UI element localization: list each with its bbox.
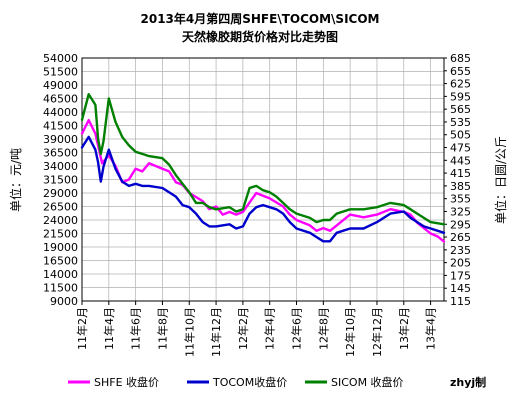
x-tick-label: 11年12月: [209, 307, 223, 357]
x-tick-label: 13年2月: [397, 307, 411, 350]
y-left-tick-label: 36500: [43, 147, 78, 160]
y-right-tick-label: 205: [450, 257, 471, 270]
chart-title-line1: 2013年4月第四周SHFE\TOCOM\SICOM: [141, 11, 380, 26]
y-left-tick-label: 49000: [43, 79, 78, 92]
y-left-tick-label: 26500: [43, 201, 78, 214]
x-tick-label: 11年8月: [155, 307, 169, 350]
x-tick-label: 11年10月: [182, 307, 196, 357]
legend: SHFE 收盘价 TOCOM收盘价 SICOM 收盘价 zhyj制: [68, 375, 486, 389]
y-left-tick-label: 21500: [43, 228, 78, 241]
y-right-tick-label: 535: [450, 116, 471, 129]
y-right-tick-label: 325: [450, 205, 471, 218]
y-left-tick-label: 11500: [43, 282, 78, 295]
y-right-tick-label: 385: [450, 180, 471, 193]
legend-label-sicom: SICOM 收盘价: [331, 375, 404, 389]
x-tick-label: 11年6月: [129, 307, 143, 350]
y-right-tick-label: 265: [450, 231, 471, 244]
x-tick-label: 12年4月: [263, 307, 277, 350]
x-tick-label: 12年12月: [370, 307, 384, 357]
y-left-tick-label: 29000: [43, 187, 78, 200]
x-tick-label: 11年4月: [102, 307, 116, 350]
x-tick-label: 13年4月: [424, 307, 438, 350]
y-right-tick-label: 505: [450, 129, 471, 142]
y-left-tick-label: 46500: [43, 93, 78, 106]
y-left-tick-label: 51500: [43, 66, 78, 79]
x-tick-label: 12年10月: [343, 307, 357, 357]
y-right-tick-label: 685: [450, 52, 471, 65]
y-axis-left-ticks: 9000115001400016500190002150024000265002…: [43, 52, 78, 308]
y-right-tick-label: 145: [450, 282, 471, 295]
y-left-tick-label: 41500: [43, 120, 78, 133]
x-axis-ticks: 11年2月 11年4月 11年6月 11年8月 11年10月 11年12月 12年2月 12年…: [75, 301, 438, 357]
y-right-tick-label: 175: [450, 269, 471, 282]
y-right-tick-label: 415: [450, 167, 471, 180]
chart-credit: zhyj制: [450, 375, 486, 389]
y-left-tick-label: 34000: [43, 160, 78, 173]
y-axis-left-label: 单位：元/吨: [8, 148, 23, 212]
legend-label-tocom: TOCOM收盘价: [212, 375, 287, 389]
y-left-tick-label: 19000: [43, 241, 78, 254]
series-line-tocom: [80, 135, 446, 243]
y-right-tick-label: 655: [450, 65, 471, 78]
x-tick-label: 12年8月: [316, 307, 330, 350]
y-right-tick-label: 475: [450, 142, 471, 155]
legend-label-shfe: SHFE 收盘价: [94, 375, 159, 389]
x-tick-label: 12年2月: [236, 307, 250, 350]
y-right-tick-label: 115: [450, 295, 471, 308]
y-right-tick-label: 295: [450, 218, 471, 231]
y-right-tick-label: 235: [450, 244, 471, 257]
y-right-tick-label: 595: [450, 90, 471, 103]
y-right-tick-label: 445: [450, 154, 471, 167]
y-left-tick-label: 24000: [43, 214, 78, 227]
y-left-tick-label: 14000: [43, 268, 78, 281]
series-lines: [80, 92, 446, 243]
series-line-sicom: [80, 92, 446, 226]
y-left-tick-label: 39000: [43, 133, 78, 146]
y-left-tick-label: 16500: [43, 255, 78, 268]
y-left-tick-label: 9000: [50, 295, 78, 308]
x-tick-label: 11年2月: [75, 307, 89, 350]
y-left-tick-label: 31500: [43, 174, 78, 187]
y-right-tick-label: 355: [450, 193, 471, 206]
plot-area-border: [81, 57, 445, 302]
y-left-tick-label: 44000: [43, 106, 78, 119]
series-line-shfe: [80, 118, 446, 243]
y-axis-right-ticks: 1151451752052352652953253553854154454755…: [444, 52, 471, 308]
x-tick-label: 12年6月: [290, 307, 304, 350]
y-right-tick-label: 625: [450, 78, 471, 91]
grid: [81, 57, 444, 302]
y-axis-right-label: 单位：日圆/公斤: [493, 136, 508, 224]
y-left-tick-label: 54000: [43, 52, 78, 65]
chart-title-line2: 天然橡胶期货价格对比走势图: [182, 29, 338, 44]
y-right-tick-label: 565: [450, 103, 471, 116]
